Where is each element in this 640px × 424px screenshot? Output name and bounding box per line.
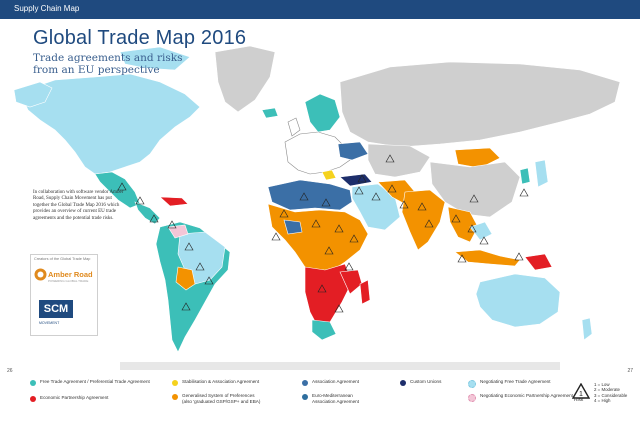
- page-subtitle: Trade agreements and risks from an EU pe…: [33, 52, 182, 76]
- legend-item-gsp: Generalised System of Preferences (also …: [172, 393, 260, 404]
- gsp-swatch: [172, 394, 178, 400]
- legend-item-euro-med: Euro-Mediterranean Association Agreement: [302, 393, 359, 404]
- legend: Free Trade Agreement / Preferential Trad…: [0, 374, 640, 424]
- greenland: [214, 45, 276, 113]
- page-number-right: 27: [627, 368, 633, 374]
- legend-item-customs: Custom Unions: [400, 379, 441, 386]
- negotiating-epa-swatch: [468, 394, 476, 402]
- risk-triangle-icon: 1: [572, 383, 590, 399]
- customs-swatch: [400, 380, 406, 386]
- legend-item-stabilisation: Stabilisation & Association Agreement: [172, 379, 259, 386]
- risk-level-2: 2 = Moderate: [594, 387, 620, 393]
- creators-box: Creators of the Global Trade Map Amber R…: [30, 254, 98, 336]
- legend-label: Association Agreement: [312, 379, 359, 384]
- section-label: Supply Chain Map: [14, 4, 80, 13]
- amber-road-logo-icon: [34, 268, 47, 281]
- india: [401, 189, 446, 251]
- legend-label: Stabilisation & Association Agreement: [182, 379, 260, 384]
- risk-level-3: 3 = Considerable: [594, 392, 628, 398]
- turkey: [339, 173, 373, 187]
- legend-label: Euro-Mediterranean Association Agreement: [312, 393, 359, 404]
- north-america: [19, 73, 201, 175]
- legend-label: Custom Unions: [410, 379, 442, 384]
- page-title: Global Trade Map 2016: [33, 27, 247, 49]
- mongolia: [454, 147, 501, 169]
- epa-swatch: [30, 396, 36, 402]
- association-swatch: [302, 380, 308, 386]
- alaska: [13, 81, 53, 108]
- africa-north: [267, 179, 353, 211]
- subtitle-line-2: from an EU perspective: [33, 64, 160, 76]
- world-map: [13, 45, 621, 370]
- intro-paragraph: In collaboration with software vendor Am…: [33, 190, 124, 221]
- legend-item-epa: Economic Partnership Agreement: [30, 395, 108, 402]
- china: [429, 161, 521, 218]
- creators-label: Creators of the Global Trade Map: [34, 257, 91, 261]
- russia: [339, 61, 621, 148]
- fta-swatch: [30, 380, 36, 386]
- subtitle-line-1: Trade agreements and risks: [33, 52, 183, 64]
- legend-label: Free Trade Agreement / Preferential Trad…: [40, 379, 150, 384]
- legend-item-fta: Free Trade Agreement / Preferential Trad…: [30, 379, 150, 386]
- legend-label: Generalised System of Preferences (also …: [182, 393, 261, 404]
- page-number-left: 26: [7, 368, 13, 374]
- svg-text:1: 1: [579, 391, 583, 398]
- legend-item-association: Association Agreement: [302, 379, 359, 386]
- risk-levels: 1 = Low 2 = Moderate 3 = Considerable 4 …: [594, 382, 627, 404]
- south-africa: [311, 319, 337, 341]
- scm-tagline: MOVEMENT: [39, 321, 60, 325]
- australia: [475, 273, 561, 328]
- scm-logo: SCM: [39, 300, 73, 318]
- mexico: [94, 171, 141, 209]
- risk-level-4: 4 = High: [594, 398, 611, 404]
- legend-item-negotiating-fta: Negotiating Free Trade Agreement: [468, 379, 550, 388]
- legend-label: Economic Partnership Agreement: [40, 395, 109, 400]
- legend-label: Negotiating Free Trade Agreement: [480, 379, 551, 384]
- euro-med-swatch: [302, 394, 308, 400]
- risk-label: Risk: [574, 398, 584, 403]
- amber-road-tagline: POWERING GLOBAL TRADE: [48, 279, 89, 283]
- risk-level-1: 1 = Low: [594, 382, 610, 387]
- stabilisation-swatch: [172, 380, 178, 386]
- header-bar: [0, 0, 640, 19]
- europe-eu: [284, 131, 351, 175]
- amber-road-name: Amber Road: [48, 270, 93, 279]
- negotiating-fta-swatch: [468, 380, 476, 388]
- legend-label: Negotiating Economic Partnership Agreeme…: [480, 393, 573, 398]
- legend-item-negotiating-epa: Negotiating Economic Partnership Agreeme…: [468, 393, 573, 402]
